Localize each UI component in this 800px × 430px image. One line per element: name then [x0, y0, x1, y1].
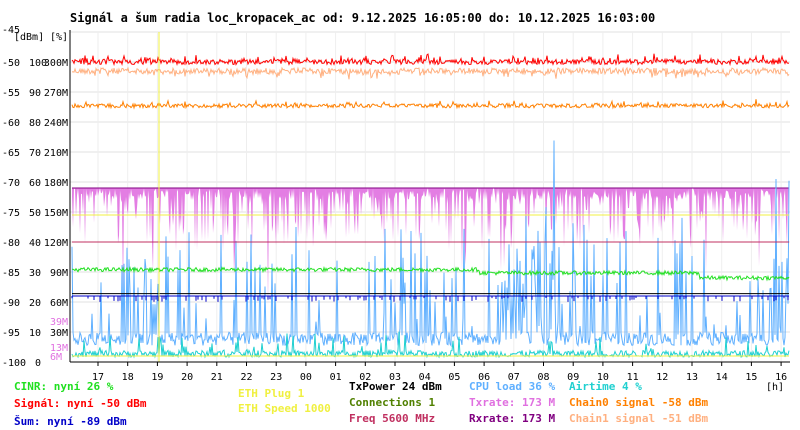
- series-cpu-line: [71, 140, 790, 348]
- x-tick-label: 09: [567, 372, 579, 383]
- y-dbm-tick: -75: [2, 208, 20, 219]
- y-pct-tick: 10: [29, 328, 41, 339]
- y-rate-tick: 30M: [50, 328, 68, 339]
- chart-title: Signál a šum radia loc_kropacek_ac od: 9…: [70, 11, 656, 25]
- x-tick-label: 04: [419, 372, 431, 383]
- x-tick-label: 12: [656, 372, 668, 383]
- y-dbm-tick: -100: [2, 358, 26, 369]
- legend-txpower: TxPower 24 dBm: [349, 380, 442, 393]
- x-tick-label: 16: [775, 372, 787, 383]
- series-chain1-line: [71, 66, 790, 80]
- legend-chain0: Chain0 signal -58 dBm: [569, 396, 709, 409]
- rate-label-39m: 39M: [50, 317, 68, 328]
- rate-label-13m: 13M: [50, 343, 68, 354]
- y-rate-tick: 150M: [44, 208, 68, 219]
- legend-airtime: Airtime 4 %: [569, 380, 642, 393]
- legend-freq: Freq 5600 MHz: [349, 412, 436, 425]
- y-pct-unit: [%]: [50, 32, 68, 43]
- legend-eth-speed: ETH Speed 1000: [238, 402, 331, 415]
- x-tick-label: 11: [627, 372, 639, 383]
- y-pct-tick: 60: [29, 178, 41, 189]
- x-tick-label: 19: [151, 372, 163, 383]
- legend-rxrate: Rxrate: 173 M: [469, 412, 556, 425]
- x-unit-label: [h]: [766, 382, 784, 393]
- y-dbm-tick: -90: [2, 298, 20, 309]
- x-tick-label: 00: [300, 372, 312, 383]
- rate-label-6m: 6M: [50, 352, 62, 363]
- y-dbm-tick: -55: [2, 88, 20, 99]
- y-dbm-tick: -85: [2, 268, 20, 279]
- series-txrate-area: [72, 188, 789, 305]
- y-dbm-tick: -80: [2, 238, 20, 249]
- y-dbm-tick: -45: [2, 25, 20, 36]
- x-tick-label: 10: [597, 372, 609, 383]
- y-dbm-unit: [dBm]: [14, 32, 44, 43]
- axes: [69, 30, 790, 366]
- x-tick-label: 06: [478, 372, 490, 383]
- y-pct-tick: 70: [29, 148, 41, 159]
- axis-labels: 17 18 19 20 21 22 23 00 01 02 03 04 05 06 07 08 09 10 11 12…: [2, 25, 787, 393]
- legend-chain1: Chain1 signal -51 dBm: [569, 412, 709, 425]
- y-pct-tick: 0: [35, 358, 41, 369]
- x-tick-label: 15: [745, 372, 757, 383]
- y-rate-tick: 270M: [44, 88, 68, 99]
- y-pct-tick: 100: [29, 58, 47, 69]
- x-tick-label: 21: [211, 372, 223, 383]
- y-pct-tick: 50: [29, 208, 41, 219]
- legend-cinr: CINR: nyní 26 %: [14, 380, 114, 393]
- legend-eth-plug: ETH Plug 1: [238, 387, 305, 400]
- y-pct-tick: 90: [29, 88, 41, 99]
- series-layer: [71, 32, 790, 362]
- y-rate-tick: 120M: [44, 238, 68, 249]
- y-rate-tick: 180M: [44, 178, 68, 189]
- x-tick-label: 02: [359, 372, 371, 383]
- series-chain0-line: [71, 99, 790, 110]
- y-dbm-tick: -50: [2, 58, 20, 69]
- y-dbm-tick: -65: [2, 148, 20, 159]
- legend-noise: Šum: nyní -89 dBm: [14, 415, 127, 428]
- y-dbm-tick: -95: [2, 328, 20, 339]
- y-pct-tick: 30: [29, 268, 41, 279]
- x-tick-label: 18: [122, 372, 134, 383]
- x-tick-label: 23: [270, 372, 282, 383]
- x-tick-label: 05: [448, 372, 460, 383]
- y-dbm-tick: -60: [2, 118, 20, 129]
- legend-txrate: Txrate: 173 M: [469, 396, 556, 409]
- y-rate-tick: 300M: [44, 58, 68, 69]
- y-rate-tick: 240M: [44, 118, 68, 129]
- y-rate-tick: 210M: [44, 148, 68, 159]
- x-tick-label: 22: [240, 372, 252, 383]
- legend-signal: Signál: nyní -50 dBm: [14, 397, 147, 410]
- x-tick-label: 14: [716, 372, 728, 383]
- series-noise-ticks: [71, 296, 789, 302]
- x-tick-label: 03: [389, 372, 401, 383]
- y-pct-tick: 20: [29, 298, 41, 309]
- x-tick-label: 13: [686, 372, 698, 383]
- series-cinr-line: [71, 266, 790, 282]
- legend-cpu: CPU load 36 %: [469, 380, 556, 393]
- legend-connections: Connections 1: [349, 396, 436, 409]
- series-airtime-line: [71, 331, 790, 359]
- y-rate-tick: 60M: [50, 298, 68, 309]
- x-tick-label: 17: [92, 372, 104, 383]
- x-tick-label: 20: [181, 372, 193, 383]
- y-rate-tick: 90M: [50, 268, 68, 279]
- y-pct-tick: 80: [29, 118, 41, 129]
- y-pct-tick: 40: [29, 238, 41, 249]
- x-tick-label: 01: [330, 372, 342, 383]
- x-tick-label: 08: [537, 372, 549, 383]
- y-dbm-tick: -70: [2, 178, 20, 189]
- x-tick-label: 07: [508, 372, 520, 383]
- series-signal-line: [71, 53, 790, 67]
